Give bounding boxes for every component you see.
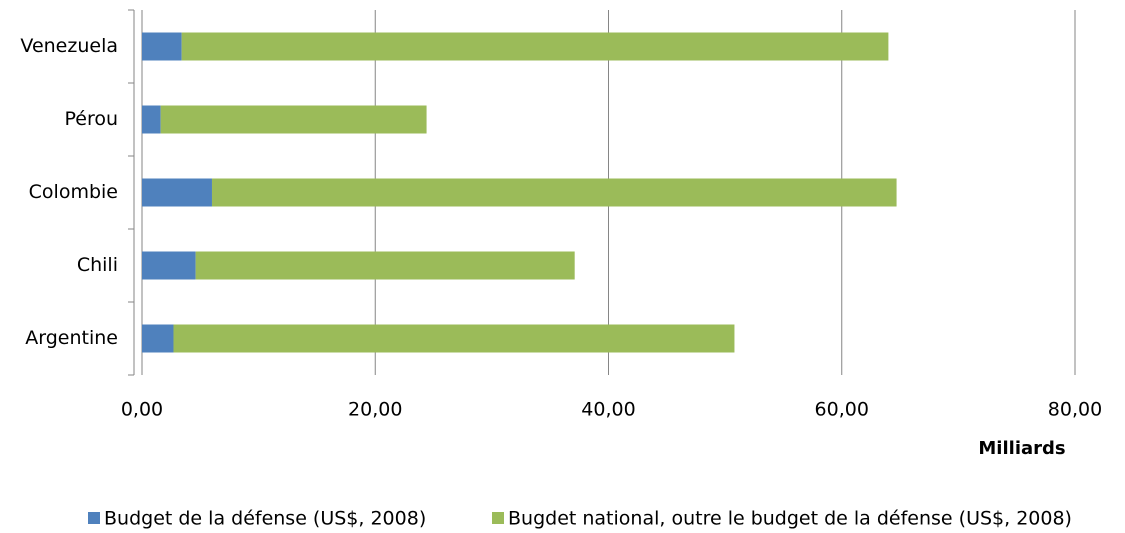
x-tick-label: 80,00 — [1048, 399, 1102, 421]
legend-label: Budget de la défense (US$, 2008) — [104, 508, 426, 530]
bar — [211, 178, 897, 207]
bar — [195, 251, 575, 280]
x-tick-label: 60,00 — [815, 399, 869, 421]
bar — [142, 105, 161, 134]
x-tick-label: 40,00 — [581, 399, 635, 421]
x-axis-label: Milliards — [978, 438, 1065, 459]
legend-label: Bugdet national, outre le budget de la d… — [508, 508, 1072, 530]
x-tick-label: 20,00 — [348, 399, 402, 421]
y-tick-label: Chili — [77, 254, 118, 276]
bar — [160, 105, 427, 134]
bar — [181, 32, 889, 61]
x-tick-label: 0,00 — [121, 399, 163, 421]
bar — [142, 324, 174, 353]
legend-swatch — [492, 512, 504, 524]
y-tick-label: Argentine — [25, 327, 118, 349]
y-tick-label: Pérou — [64, 108, 118, 130]
bar — [142, 251, 196, 280]
bar — [173, 324, 735, 353]
bar — [142, 178, 212, 207]
bar — [142, 32, 182, 61]
legend-swatch — [88, 512, 100, 524]
y-tick-label: Venezuela — [20, 35, 118, 57]
y-tick-label: Colombie — [29, 181, 118, 203]
